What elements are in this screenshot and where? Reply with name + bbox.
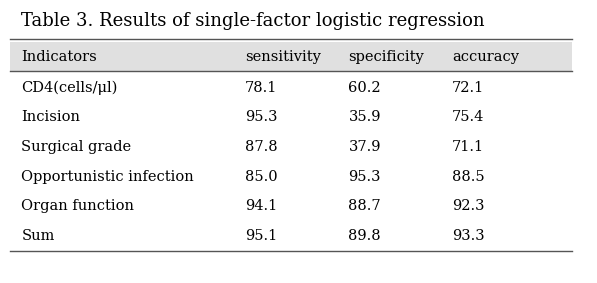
Text: 85.0: 85.0 [245, 170, 278, 184]
FancyBboxPatch shape [10, 42, 573, 72]
Text: Sum: Sum [21, 229, 55, 243]
Text: 37.9: 37.9 [349, 140, 381, 154]
Text: Incision: Incision [21, 110, 81, 124]
Text: 88.7: 88.7 [349, 199, 381, 213]
Text: 78.1: 78.1 [245, 81, 278, 95]
Text: 95.3: 95.3 [349, 170, 381, 184]
Text: 72.1: 72.1 [452, 81, 484, 95]
Text: 87.8: 87.8 [245, 140, 278, 154]
Text: 94.1: 94.1 [245, 199, 278, 213]
Text: Opportunistic infection: Opportunistic infection [21, 170, 194, 184]
Text: 75.4: 75.4 [452, 110, 484, 124]
Text: 89.8: 89.8 [349, 229, 381, 243]
Text: CD4(cells/μl): CD4(cells/μl) [21, 80, 118, 95]
Text: 93.3: 93.3 [452, 229, 484, 243]
Text: 88.5: 88.5 [452, 170, 484, 184]
Text: Table 3. Results of single-factor logistic regression: Table 3. Results of single-factor logist… [21, 12, 485, 30]
Text: sensitivity: sensitivity [245, 50, 321, 64]
Text: Organ function: Organ function [21, 199, 134, 213]
Text: 95.3: 95.3 [245, 110, 278, 124]
Text: 92.3: 92.3 [452, 199, 484, 213]
Text: Indicators: Indicators [21, 50, 97, 64]
Text: specificity: specificity [349, 50, 424, 64]
Text: accuracy: accuracy [452, 50, 519, 64]
Text: Surgical grade: Surgical grade [21, 140, 131, 154]
Text: 95.1: 95.1 [245, 229, 278, 243]
Text: 60.2: 60.2 [349, 81, 381, 95]
Text: 35.9: 35.9 [349, 110, 381, 124]
Text: 71.1: 71.1 [452, 140, 484, 154]
